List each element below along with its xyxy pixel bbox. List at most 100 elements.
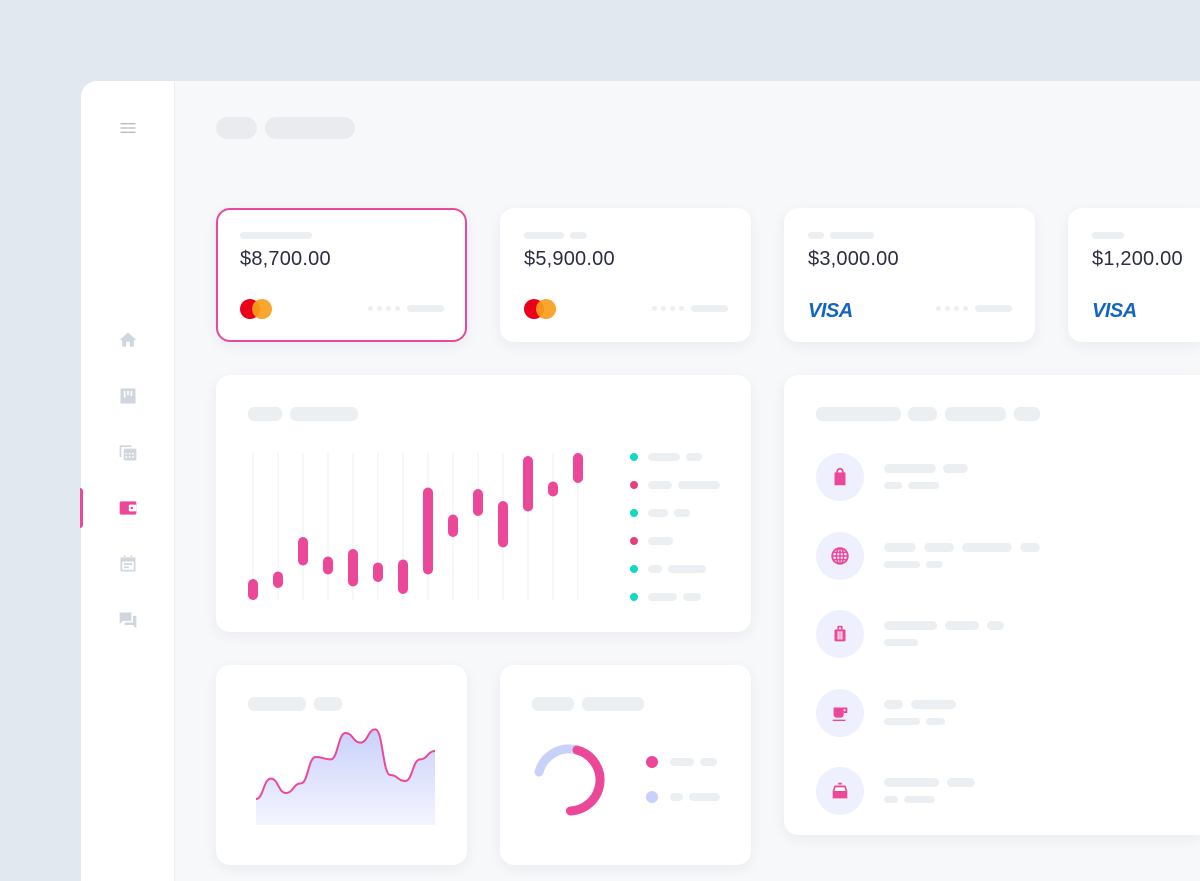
masked-digit: [670, 306, 675, 311]
placeholder-bar: [648, 565, 662, 573]
donut-chart-card: [500, 665, 751, 865]
placeholder-bar: [582, 697, 644, 711]
legend-dot: [630, 537, 638, 545]
card-balance: $5,900.00: [524, 248, 615, 270]
masked-digit: [936, 306, 941, 311]
placeholder-bar: [908, 482, 939, 489]
visa-logo: VISA: [808, 300, 853, 322]
placeholder-bar: [943, 464, 968, 473]
placeholder-bar: [884, 699, 903, 709]
payment-card[interactable]: $8,700.00: [216, 208, 467, 342]
placeholder-bar: [884, 778, 939, 787]
area-fill: [256, 729, 435, 825]
placeholder-bar: [648, 453, 680, 461]
home-icon[interactable]: [118, 330, 138, 350]
placeholder-bar: [700, 758, 717, 766]
visa-logo: VISA: [1092, 300, 1137, 322]
legend-dot: [630, 481, 638, 489]
masked-digit: [963, 306, 968, 311]
placeholder-bar: [884, 464, 936, 473]
placeholder-bar: [648, 593, 677, 601]
placeholder-bar: [884, 717, 920, 725]
placeholder-bar: [248, 697, 306, 711]
masked-digit: [954, 306, 959, 311]
area-chart-card: [216, 665, 467, 865]
placeholder-bar: [248, 407, 282, 421]
chat-icon[interactable]: [118, 610, 138, 630]
menu-icon[interactable]: [118, 118, 138, 138]
placeholder-bar: [962, 542, 1012, 552]
luggage-icon: [834, 625, 846, 642]
placeholder-bar: [648, 537, 673, 545]
area-line: [255, 728, 436, 800]
transaction-icon-circle[interactable]: [816, 610, 864, 658]
placeholder-bar: [524, 232, 564, 239]
payment-card[interactable]: $3,000.00 VISA: [784, 208, 1035, 342]
placeholder-bar: [1020, 542, 1040, 552]
masked-digit: [377, 306, 382, 311]
placeholder-bar: [691, 305, 728, 312]
card-balance: $1,200.00: [1092, 248, 1183, 270]
transaction-icon-circle[interactable]: [816, 531, 864, 580]
shopping-bag-icon: [834, 467, 846, 486]
placeholder-bar: [926, 560, 943, 568]
placeholder-bar: [532, 697, 574, 711]
placeholder-bar: [908, 407, 937, 421]
masked-digit: [679, 306, 684, 311]
transaction-icon-circle[interactable]: [816, 453, 864, 501]
placeholder-bar: [884, 621, 937, 630]
payment-card[interactable]: $5,900.00: [500, 208, 751, 342]
placeholder-bar: [911, 699, 956, 709]
masked-digit: [652, 306, 657, 311]
placeholder-bar: [290, 407, 358, 421]
placeholder-bar: [668, 565, 706, 573]
event-icon[interactable]: [118, 554, 138, 574]
payment-card[interactable]: $1,200.00 VISA: [1068, 208, 1200, 342]
placeholder-bar: [926, 717, 945, 725]
transactions-card: [784, 375, 1200, 835]
calendar-grid-icon[interactable]: [118, 442, 138, 462]
placeholder-bar: [924, 542, 954, 552]
masked-digit: [368, 306, 373, 311]
transaction-icon-circle[interactable]: [816, 688, 864, 737]
legend-dot: [630, 453, 638, 461]
placeholder-bar: [683, 593, 701, 601]
transaction-icon-circle[interactable]: [816, 767, 864, 815]
coffee-icon: [832, 707, 848, 721]
placeholder-bar: [648, 481, 672, 489]
globe-icon: [831, 546, 849, 565]
placeholder-bar: [670, 793, 683, 801]
sidebar: [80, 81, 175, 881]
placeholder-bar: [947, 778, 975, 787]
mastercard-logo: [240, 299, 272, 319]
masked-digit: [386, 306, 391, 311]
legend-dot: [646, 756, 658, 768]
placeholder-bar: [808, 232, 824, 239]
masked-digit: [661, 306, 666, 311]
card-balance: $8,700.00: [240, 248, 331, 270]
placeholder-bar: [830, 232, 874, 239]
placeholder-bar: [1092, 232, 1124, 239]
board-icon[interactable]: [118, 386, 138, 406]
placeholder-bar: [689, 793, 720, 801]
placeholder-bar: [314, 697, 342, 711]
placeholder-bar: [240, 232, 312, 239]
breadcrumb-placeholder: [216, 117, 257, 139]
area-chart: [255, 728, 436, 825]
legend-dot: [630, 509, 638, 517]
breadcrumb-placeholder: [265, 117, 355, 139]
placeholder-bar: [884, 560, 920, 568]
legend-dot: [630, 565, 638, 573]
placeholder-bar: [945, 407, 1006, 421]
placeholder-bar: [816, 407, 901, 421]
placeholder-bar: [987, 621, 1004, 630]
card-balance: $3,000.00: [808, 248, 899, 270]
legend-dot: [646, 791, 658, 803]
wallet-icon[interactable]: [118, 498, 138, 518]
masked-digit: [945, 306, 950, 311]
masked-digit: [395, 306, 400, 311]
donut-segment[interactable]: [531, 742, 607, 818]
active-indicator: [80, 488, 83, 528]
placeholder-bar: [678, 481, 720, 489]
placeholder-bar: [670, 758, 694, 766]
